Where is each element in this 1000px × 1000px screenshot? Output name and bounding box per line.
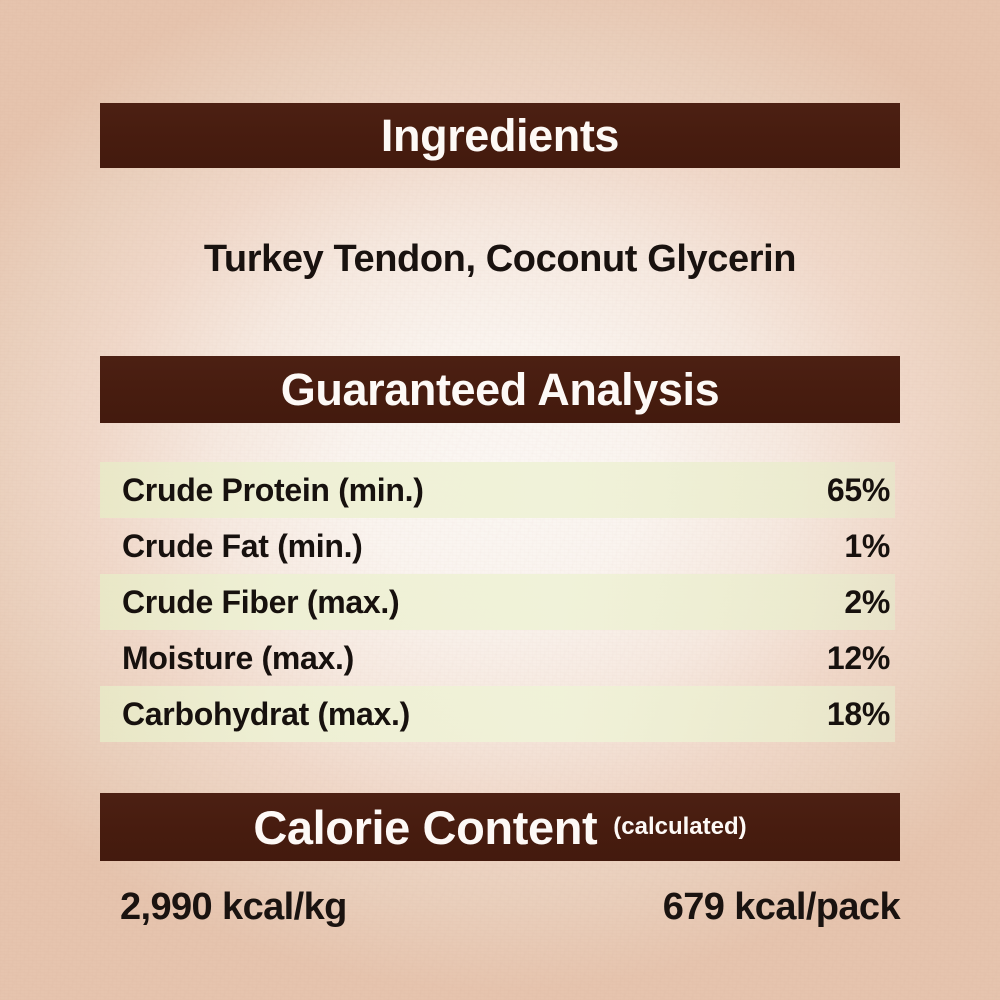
- nutrient-value: 18%: [826, 696, 890, 732]
- calorie-values-row: 2,990 kcal/kg 679 kcal/pack: [120, 886, 901, 928]
- nutrient-label: Carbohydrat (max.): [122, 696, 410, 732]
- nutrient-value: 65%: [826, 472, 890, 508]
- guaranteed-analysis-heading: Guaranteed Analysis: [280, 364, 720, 415]
- nutrient-label: Crude Protein (min.): [122, 472, 424, 508]
- nutrient-value: 12%: [826, 640, 890, 676]
- table-row: Carbohydrat (max.) 18%: [100, 686, 895, 742]
- ingredients-section-header: Ingredients: [100, 103, 900, 168]
- table-row: Crude Protein (min.) 65%: [100, 462, 895, 518]
- table-row: Moisture (max.) 12%: [100, 630, 895, 686]
- calories-per-kg: 2,990 kcal/kg: [120, 886, 347, 928]
- nutrient-label: Moisture (max.): [122, 640, 354, 676]
- nutrient-label: Crude Fiber (max.): [122, 584, 400, 620]
- calorie-content-section-header: Calorie Content (calculated): [100, 793, 900, 861]
- table-row: Crude Fiber (max.) 2%: [100, 574, 895, 630]
- calories-per-pack: 679 kcal/pack: [662, 886, 901, 928]
- nutrient-value: 2%: [844, 584, 890, 620]
- table-row: Crude Fat (min.) 1%: [100, 518, 895, 574]
- guaranteed-analysis-table: Crude Protein (min.) 65% Crude Fat (min.…: [100, 462, 895, 742]
- calorie-content-heading: Calorie Content: [253, 800, 598, 854]
- ingredients-heading: Ingredients: [380, 110, 620, 161]
- ingredients-list: Turkey Tendon, Coconut Glycerin: [203, 238, 797, 280]
- calorie-calculated-note: (calculated): [613, 813, 747, 840]
- nutrient-value: 1%: [844, 528, 890, 564]
- guaranteed-analysis-section-header: Guaranteed Analysis: [100, 356, 900, 423]
- nutrient-label: Crude Fat (min.): [122, 528, 363, 564]
